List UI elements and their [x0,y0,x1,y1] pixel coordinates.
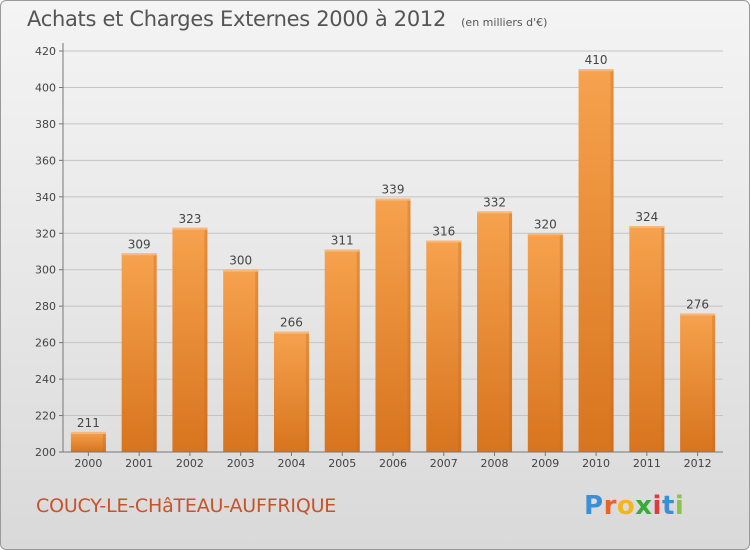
y-tick-label: 420 [35,45,56,58]
bar-edge [255,269,259,452]
y-tick-label: 200 [35,446,56,459]
bar-2004 [273,331,309,452]
x-tick-label: 2007 [430,457,458,470]
bar-top [375,198,411,201]
data-label: 211 [77,416,100,430]
data-label: 309 [128,237,151,251]
logo-letter: r [603,491,617,521]
bar-2012 [680,313,716,452]
bar-edge [102,431,106,452]
data-label: 410 [585,53,608,67]
data-label: 300 [229,254,252,268]
bar-top [273,331,309,334]
x-tick-label: 2005 [328,457,356,470]
x-tick-label: 2010 [582,457,610,470]
bar-2006 [375,198,411,452]
logo-letter: P [584,491,604,521]
commune-name: COUCY-LE-CHâTEAU-AUFFRIQUE [36,495,337,517]
y-tick-label: 400 [35,81,56,94]
bar-2007 [426,240,462,452]
data-label: 332 [483,195,506,209]
logo-letter: t [661,491,675,521]
bar-edge [153,253,157,452]
bar-layer: 211 309 323 300 266 311 339 316 332 320 410 324 276 [70,53,716,453]
x-tick-label: 2006 [379,457,407,470]
bar-top [477,211,513,214]
bar-2010 [578,69,614,453]
bar-edge [712,313,716,452]
x-tick-label: 2001 [125,457,153,470]
bar-2011 [629,225,665,452]
bar-2000 [70,431,106,452]
y-tick-label: 280 [35,300,56,313]
data-label: 311 [331,234,354,248]
bar-top [172,227,208,230]
logo-letter: x [635,491,653,521]
axis-layer: 200 220 240 260 280 300 320 340 360 380 400 420 2000… [35,43,723,470]
data-label: 324 [635,210,658,224]
data-label: 323 [178,212,201,226]
bar-2002 [172,227,208,452]
chart-subtitle: (en milliers d'€) [461,16,548,29]
y-tick-label: 340 [35,191,56,204]
logo-letter: o [616,491,636,521]
bar-edge [661,225,665,452]
logo-letter: i [652,491,662,521]
bar-top [426,240,462,243]
bar-edge [458,240,462,452]
bar-top [680,313,716,316]
title-row: Achats et Charges Externes 2000 à 2012 (… [27,7,547,31]
data-label: 339 [382,183,405,197]
bar-2001 [121,253,157,452]
proxiti-logo: Proxiti [584,491,684,521]
bar-top [121,253,157,256]
data-label: 320 [534,217,557,231]
bar-top [629,225,665,228]
data-label: 316 [432,225,455,239]
bar-top [578,69,614,72]
y-tick-label: 220 [35,410,56,423]
bar-edge [610,69,614,453]
x-tick-label: 2003 [227,457,255,470]
y-tick-label: 380 [35,118,56,131]
logo-letter: i [674,491,685,521]
bar-edge [559,233,563,452]
bar-2005 [324,249,360,452]
y-tick-label: 360 [35,154,56,167]
x-tick-label: 2011 [633,457,661,470]
bar-top [70,431,106,434]
bar-edge [356,249,360,452]
x-tick-label: 2002 [176,457,204,470]
x-tick-label: 2012 [684,457,712,470]
bar-edge [509,211,513,452]
bar-2009 [527,233,563,452]
x-tick-label: 2000 [74,457,102,470]
bar-edge [204,227,208,452]
x-tick-label: 2004 [277,457,305,470]
y-tick-label: 260 [35,337,56,350]
y-tick-label: 300 [35,264,56,277]
bar-edge [407,198,411,452]
bar-2003 [223,269,259,452]
data-label: 276 [686,297,709,311]
bar-top [324,249,360,252]
x-tick-label: 2008 [481,457,509,470]
chart-title: Achats et Charges Externes 2000 à 2012 [27,7,447,31]
y-tick-label: 320 [35,227,56,240]
bar-edge [305,331,309,452]
bar-2008 [477,211,513,452]
x-tick-label: 2009 [531,457,559,470]
data-label: 266 [280,316,303,330]
bar-top [223,269,259,272]
y-tick-label: 240 [35,373,56,386]
bar-top [527,233,563,236]
